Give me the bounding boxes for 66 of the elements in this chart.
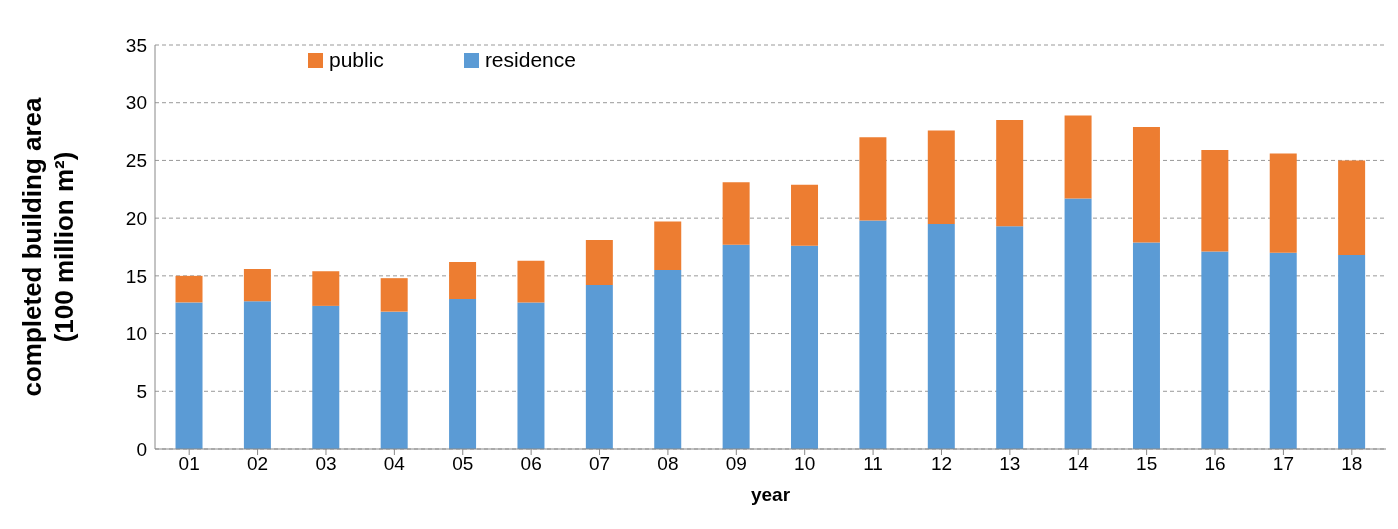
y-tick-label: 10 <box>125 323 147 345</box>
x-tick-label: 03 <box>315 453 337 475</box>
bar <box>654 270 682 449</box>
bar <box>517 260 545 303</box>
x-tick-label: 18 <box>1341 453 1363 475</box>
x-tick-label: 17 <box>1272 453 1294 475</box>
bar <box>859 220 887 449</box>
bar <box>859 137 887 221</box>
y-tick-label: 25 <box>125 150 147 172</box>
y-tick-label: 0 <box>136 438 147 460</box>
y-axis-title: completed building area (100 million m²) <box>17 96 79 397</box>
bar <box>654 221 682 271</box>
bar <box>791 184 819 246</box>
x-tick-label: 12 <box>930 453 953 475</box>
bar <box>1201 251 1229 449</box>
bar <box>722 182 750 245</box>
bar <box>1338 160 1366 256</box>
bar <box>243 268 271 302</box>
x-tick-label: 08 <box>657 453 679 475</box>
x-axis-title: year <box>750 484 791 505</box>
y-tick-label: 35 <box>125 34 147 56</box>
x-tick-label: 06 <box>520 453 542 475</box>
x-tick-label: 05 <box>452 453 474 475</box>
x-tick-label: 09 <box>725 453 747 475</box>
bar <box>1132 126 1160 243</box>
y-tick-label: 5 <box>136 381 147 403</box>
bar <box>380 278 408 312</box>
bar <box>312 271 340 306</box>
bar <box>175 302 203 449</box>
bar <box>1132 242 1160 449</box>
bar <box>1064 198 1092 449</box>
bar <box>449 298 477 449</box>
bar <box>449 262 477 299</box>
bar <box>312 305 340 449</box>
y-tick-label: 20 <box>125 207 147 229</box>
bar <box>1338 255 1366 449</box>
x-tick-label: 15 <box>1136 453 1158 475</box>
x-tick-label: 13 <box>999 453 1021 475</box>
bar <box>517 302 545 449</box>
x-tick-label: 16 <box>1204 453 1226 475</box>
x-tick-label: 01 <box>178 453 200 475</box>
bar <box>927 223 955 449</box>
x-tick-label: 07 <box>588 453 611 475</box>
bar <box>996 226 1024 449</box>
bar <box>243 301 271 449</box>
legend-label: residence <box>483 48 576 72</box>
bar <box>585 285 613 449</box>
x-tick-label: 10 <box>794 453 816 475</box>
legend-label: public <box>328 48 384 72</box>
bar <box>791 245 819 449</box>
bar <box>1064 115 1092 199</box>
y-tick-label: 30 <box>125 92 147 114</box>
bar <box>585 240 613 286</box>
x-tick-label: 14 <box>1067 453 1090 475</box>
bar <box>996 120 1024 227</box>
bar <box>1201 150 1229 252</box>
bar <box>380 311 408 449</box>
x-tick-label: 04 <box>383 453 406 475</box>
bar <box>175 275 203 303</box>
bar <box>722 244 750 449</box>
bar <box>1269 252 1297 449</box>
x-tick-label: 02 <box>247 453 269 475</box>
bar <box>927 130 955 224</box>
x-tick-label: 11 <box>863 453 883 475</box>
y-tick-label: 15 <box>125 265 147 287</box>
bar <box>1269 153 1297 253</box>
